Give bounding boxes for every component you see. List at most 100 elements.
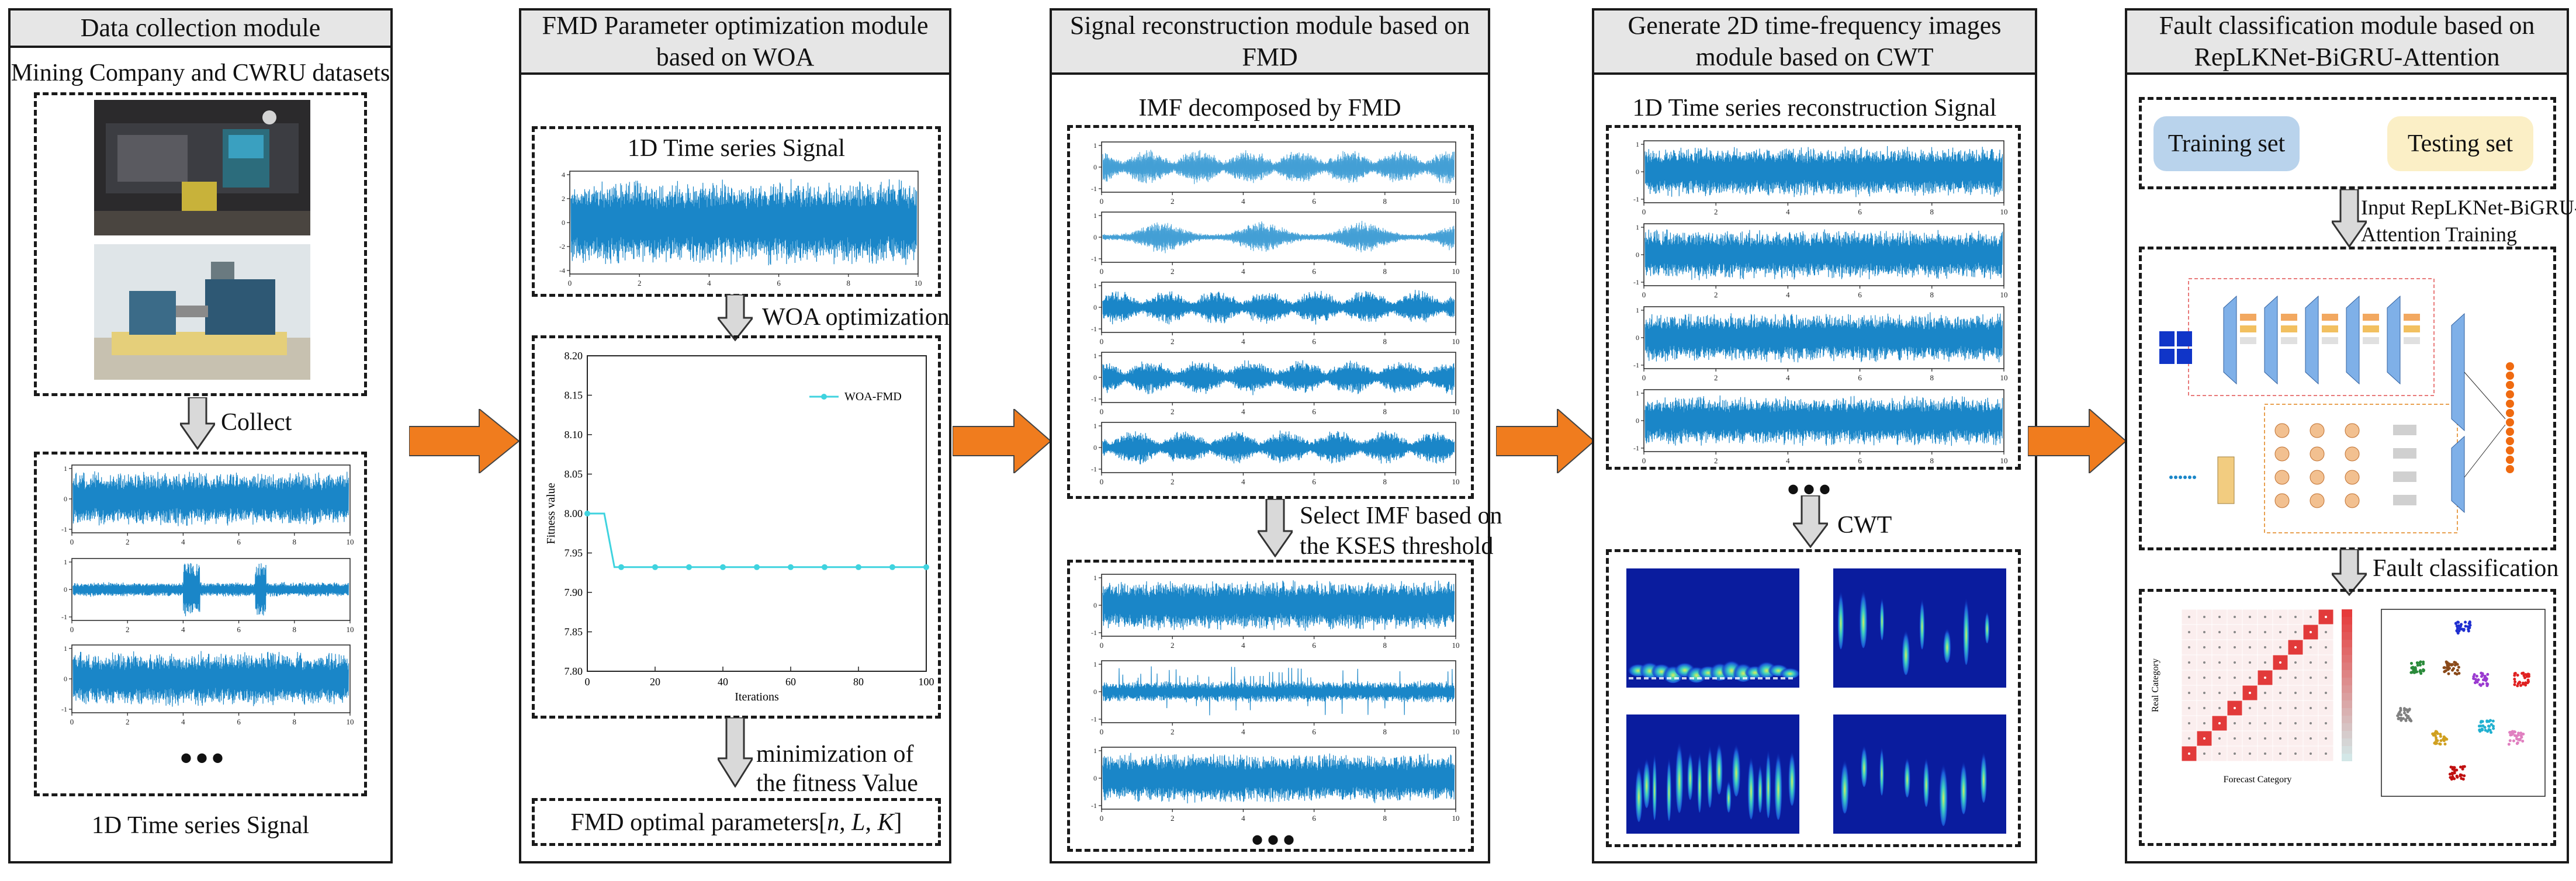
svg-text:6: 6	[1312, 477, 1316, 486]
svg-text:4: 4	[1241, 477, 1245, 486]
svg-text:1: 1	[64, 644, 67, 653]
svg-text:10: 10	[347, 625, 354, 634]
svg-text:-2: -2	[559, 242, 565, 251]
svg-text:-1: -1	[1633, 195, 1639, 203]
cwt-arrow	[1793, 495, 1828, 548]
minimization-label-2: the fitness Value	[756, 770, 918, 797]
svg-text:0: 0	[1093, 163, 1097, 171]
svg-text:100: 100	[919, 676, 934, 688]
svg-text:8.05: 8.05	[565, 469, 583, 480]
fault-arrow	[2332, 549, 2367, 596]
optimal-params-box: FMD optimal parameters[n, L, K]	[532, 798, 941, 846]
svg-text:8: 8	[1930, 373, 1934, 382]
svg-text:8: 8	[293, 717, 297, 726]
optimal-params-label: FMD optimal parameters[n, L, K]	[570, 809, 902, 836]
svg-text:8.10: 8.10	[565, 429, 583, 441]
svg-text:10: 10	[347, 717, 354, 726]
svg-text:8.20: 8.20	[565, 350, 583, 362]
fitness-chart-box: 0 20 40 60 80 100 7.80 7.85 7.90 7.95 8.00 8.05 8.10…	[532, 335, 941, 719]
select-imf-label-1: Select IMF based on	[1300, 502, 1502, 529]
svg-text:8: 8	[293, 625, 297, 634]
svg-text:6: 6	[1312, 814, 1316, 823]
svg-text:8: 8	[293, 537, 297, 546]
select-imf-arrow	[1258, 499, 1293, 557]
svg-text:10: 10	[1452, 197, 1460, 206]
svg-text:4: 4	[1241, 267, 1245, 276]
svg-text:0: 0	[1636, 334, 1639, 342]
svg-text:1: 1	[1093, 747, 1097, 755]
svg-text:0: 0	[64, 675, 67, 683]
svg-text:7.90: 7.90	[565, 587, 583, 598]
svg-text:Iterations: Iterations	[735, 691, 779, 703]
input-training-label-2: Attention Training	[2361, 223, 2518, 246]
svg-text:-1: -1	[1633, 361, 1639, 369]
svg-text:8: 8	[1383, 407, 1387, 416]
svg-text:8: 8	[1383, 814, 1387, 823]
svg-text:6: 6	[777, 279, 781, 287]
svg-text:0: 0	[1093, 601, 1097, 609]
svg-text:10: 10	[1452, 641, 1460, 650]
m2-signal-box: 1D Time series Signal 0 2 4 6 8 10 4 2 0 -2 -4	[532, 126, 941, 297]
svg-text:1: 1	[64, 558, 67, 566]
cwt-image-4	[1833, 714, 2006, 834]
cwru-testbed-photo	[94, 244, 310, 380]
optimal-params-values: n, L, K	[827, 809, 894, 836]
network-architecture-diagram	[2159, 278, 2514, 533]
tsne-scatter	[2381, 609, 2546, 797]
cwt-image-3	[1626, 714, 1799, 834]
module-4-title: Generate 2D time-frequency images module…	[1594, 11, 2035, 75]
svg-text:4: 4	[181, 625, 185, 634]
svg-text:-1: -1	[1091, 185, 1097, 193]
svg-text:60: 60	[785, 676, 796, 688]
svg-text:1: 1	[1093, 282, 1097, 290]
svg-text:0: 0	[562, 218, 565, 227]
svg-text:4: 4	[562, 171, 565, 179]
svg-text:0: 0	[1642, 373, 1646, 382]
svg-text:1: 1	[1636, 223, 1639, 231]
svg-text:10: 10	[915, 279, 922, 287]
svg-text:8: 8	[1383, 477, 1387, 486]
mining-photo	[94, 100, 310, 235]
svg-text:80: 80	[853, 676, 864, 688]
woa-label: WOA optimization	[762, 304, 950, 331]
svg-text:10: 10	[2000, 207, 2008, 216]
svg-text:4: 4	[181, 717, 185, 726]
svg-text:1: 1	[1636, 306, 1639, 314]
svg-text:1: 1	[64, 464, 67, 473]
svg-text:2: 2	[638, 279, 642, 287]
svg-text:4: 4	[1786, 456, 1790, 465]
svg-text:2: 2	[562, 195, 565, 203]
svg-text:0: 0	[585, 676, 590, 688]
svg-text:0: 0	[1642, 207, 1646, 216]
module-cwt-images: Generate 2D time-frequency images module…	[1592, 8, 2037, 863]
svg-text:2: 2	[1171, 407, 1175, 416]
svg-text:4: 4	[1241, 814, 1245, 823]
svg-text:2: 2	[126, 625, 130, 634]
svg-text:Fitness value: Fitness value	[545, 483, 558, 544]
svg-text:2: 2	[1171, 814, 1175, 823]
svg-text:WOA-FMD: WOA-FMD	[844, 390, 902, 403]
svg-text:4: 4	[1241, 641, 1245, 650]
module-fault-classification: Fault classification module based on Rep…	[2125, 8, 2576, 863]
svg-text:-1: -1	[1091, 802, 1097, 810]
flow-arrow-1	[409, 409, 520, 473]
raw-signals-box: 0 2 4 6 8 10 1 0 -1 0 2 4 6 8 10 1 0 -1 0 2 4 6 8 10 1 0 -1 •••	[34, 452, 367, 796]
svg-text:1: 1	[1093, 574, 1097, 582]
svg-text:4: 4	[181, 537, 185, 546]
svg-text:0: 0	[1636, 417, 1639, 425]
svg-text:0: 0	[70, 717, 74, 726]
svg-text:1: 1	[1093, 352, 1097, 360]
svg-text:6: 6	[1858, 290, 1862, 299]
